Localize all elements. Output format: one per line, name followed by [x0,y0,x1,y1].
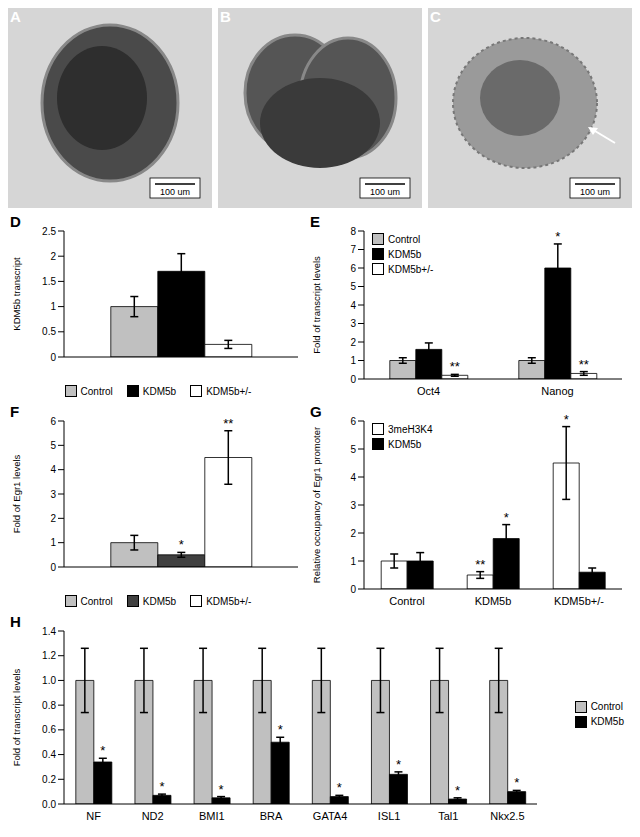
svg-text:100 um: 100 um [160,187,190,197]
svg-text:KDM5b+/-: KDM5b+/- [554,595,604,607]
html-text:E: E [310,213,320,230]
svg-text:Nanog: Nanog [541,385,573,397]
svg-text:2: 2 [350,337,356,348]
svg-text:6: 6 [350,263,356,274]
html-text:Control: Control [80,595,113,607]
svg-text:3: 3 [50,489,56,500]
svg-text:KDM5b transcript: KDM5b transcript [11,257,22,331]
svg-text:8: 8 [350,226,356,237]
svg-text:Nkx2.5: Nkx2.5 [490,810,524,822]
svg-text:1: 1 [350,355,356,366]
html-text:A: A [10,8,21,25]
svg-text:KDM5b: KDM5b [475,595,512,607]
svg-text:0: 0 [50,352,56,363]
svg-text:GATA4: GATA4 [313,810,347,822]
svg-text:4: 4 [350,472,356,483]
svg-text:0.0: 0.0 [42,799,56,810]
svg-text:Fold of Egr1 levels: Fold of Egr1 levels [11,454,22,533]
svg-text:2: 2 [50,513,56,524]
html-text:D: D [10,213,21,230]
svg-text:100 um: 100 um [370,187,400,197]
svg-text:ND2: ND2 [142,810,164,822]
html-text:B: B [220,8,231,25]
svg-text:1.0: 1.0 [42,675,56,686]
html-text:KDM5b+/-: KDM5b+/- [206,595,252,607]
svg-text:6: 6 [350,416,356,427]
svg-text:5: 5 [50,440,56,451]
svg-text:4: 4 [350,300,356,311]
svg-text:0.4: 0.4 [42,749,56,760]
svg-text:1.4: 1.4 [42,626,56,637]
html-text:G: G [310,403,322,420]
svg-text:5: 5 [350,444,356,455]
html-text:3meH3K4: 3meH3K4 [388,423,433,435]
svg-text:*: * [564,412,569,427]
html-text:C: C [430,8,441,25]
svg-text:0.2: 0.2 [42,774,56,785]
svg-text:BMI1: BMI1 [199,810,225,822]
svg-text:1: 1 [50,301,56,312]
svg-text:100 um: 100 um [580,187,610,197]
svg-text:1: 1 [350,556,356,567]
svg-text:ISL1: ISL1 [378,810,401,822]
html-text:H: H [10,613,21,630]
svg-text:Oct4: Oct4 [417,385,440,397]
svg-text:3: 3 [350,500,356,511]
svg-text:*: * [159,779,164,794]
html-text:Control: Control [590,701,623,712]
svg-text:BRA: BRA [260,810,283,822]
svg-text:3: 3 [350,318,356,329]
svg-text:Fold of transcript levels: Fold of transcript levels [311,256,322,354]
svg-text:*: * [337,780,342,795]
html-text:KDM5b: KDM5b [142,385,177,397]
svg-text:2: 2 [350,528,356,539]
svg-text:*: * [100,743,105,758]
svg-text:0: 0 [350,374,356,385]
svg-text:*: * [396,757,401,772]
svg-text:5: 5 [350,281,356,292]
svg-text:*: * [555,229,560,244]
svg-text:*: * [455,783,460,798]
svg-text:*: * [504,510,509,525]
html-text:F: F [10,403,20,420]
svg-text:*: * [278,722,283,737]
html-text:KDM5b: KDM5b [388,438,422,450]
svg-text:Relative occupancy of Egr1 pro: Relative occupancy of Egr1 promoter [311,427,322,583]
svg-text:NF: NF [86,810,101,822]
svg-text:7: 7 [350,244,356,255]
svg-text:0.6: 0.6 [42,724,56,735]
svg-text:**: ** [579,357,589,372]
svg-text:**: ** [475,557,485,572]
svg-text:2: 2 [50,251,56,262]
svg-text:*: * [514,775,519,790]
html-text:KDM5b: KDM5b [142,595,177,607]
svg-text:1: 1 [50,537,56,548]
svg-text:Tal1: Tal1 [438,810,458,822]
svg-text:1.2: 1.2 [42,650,56,661]
html-text:KDM5b+/-: KDM5b+/- [206,385,252,397]
html-text:Control: Control [388,233,421,245]
html-text:Control: Control [80,385,113,397]
svg-text:0.5: 0.5 [42,326,56,337]
svg-text:2.5: 2.5 [42,226,56,237]
html-text:KDM5b+/-: KDM5b+/- [388,263,434,275]
svg-text:6: 6 [50,416,56,427]
svg-text:1.5: 1.5 [42,276,56,287]
svg-text:Fold of transcript levels: Fold of transcript levels [11,668,22,766]
svg-text:*: * [179,537,184,552]
svg-text:0.8: 0.8 [42,700,56,711]
svg-text:*: * [219,782,224,797]
svg-text:0: 0 [50,562,56,573]
html-text:KDM5b: KDM5b [388,248,422,260]
svg-text:**: ** [223,416,233,431]
svg-text:0: 0 [350,584,356,595]
html-text:KDM5b: KDM5b [590,716,624,727]
svg-text:**: ** [450,359,460,374]
svg-text:4: 4 [50,464,56,475]
svg-text:Control: Control [389,595,424,607]
